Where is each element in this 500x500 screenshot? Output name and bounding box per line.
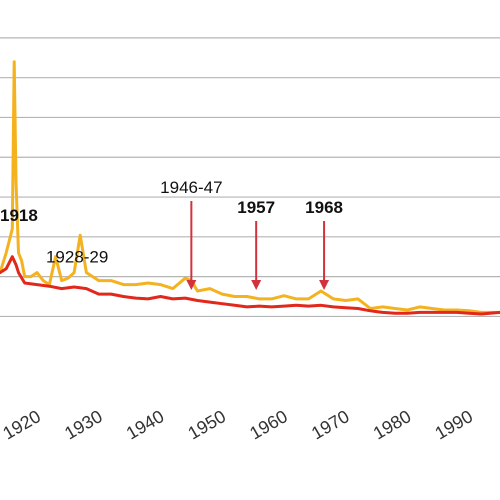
x-tick-label-4: 1960 (246, 406, 291, 443)
series-line-1 (0, 255, 500, 316)
x-tick-label-6: 1980 (370, 406, 415, 443)
annotation-label-3: 1957 (237, 198, 275, 217)
x-axis-ticks: 1920 1930 1940 1950 1960 1970 1980 1990 (0, 406, 476, 443)
x-tick-label-1: 1930 (61, 406, 106, 443)
series-layer (0, 60, 500, 316)
x-tick-label-7: 1990 (431, 406, 476, 443)
x-tick-label-2: 1940 (123, 406, 168, 443)
x-tick-label-5: 1970 (308, 406, 353, 443)
series-line-0 (0, 60, 500, 314)
x-tick-label-3: 1950 (185, 406, 230, 443)
annotation-label-2: 1946-47 (160, 178, 222, 197)
annotation-label-0: 1918 (0, 206, 38, 225)
annotation-arrow-head-2 (186, 280, 197, 290)
annotation-label-1: 1928-29 (46, 248, 108, 267)
gridlines (0, 37, 500, 318)
annotation-arrow-head-3 (251, 280, 262, 290)
annotation-label-4: 1968 (305, 198, 343, 217)
x-tick-label-0: 1920 (0, 406, 44, 443)
annotation-arrow-head-4 (319, 280, 330, 290)
annotations: 1918 1928-29 1946-47 1957 1968 (0, 178, 343, 290)
